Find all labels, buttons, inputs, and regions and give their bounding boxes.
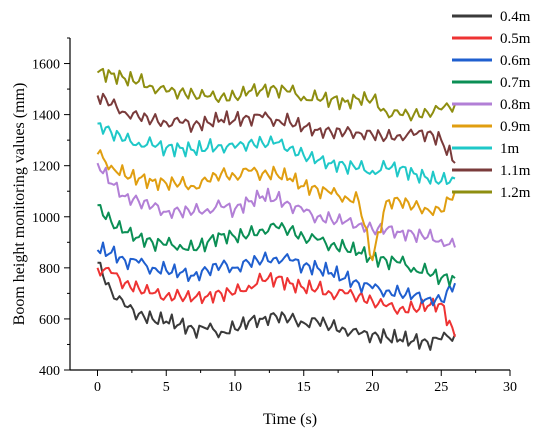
series-line-0-9m xyxy=(96,149,456,262)
x-tick-label: 5 xyxy=(163,380,170,395)
y-tick-label: 600 xyxy=(39,313,60,328)
y-axis-title: Boom height monitoring values (mm) xyxy=(11,83,28,326)
legend-label: 0.5m xyxy=(500,31,531,47)
series-line-1-2m xyxy=(96,67,456,122)
series-line-1-1m xyxy=(96,92,456,164)
legend-label: 1.1m xyxy=(500,163,531,179)
y-tick-label: 800 xyxy=(39,262,60,277)
y-tick-label: 1000 xyxy=(32,211,60,226)
y-tick-label: 1400 xyxy=(32,109,60,124)
x-tick-label: 20 xyxy=(366,380,380,395)
legend-label: 0.8m xyxy=(500,97,531,113)
legend-label: 0.6m xyxy=(500,53,531,69)
y-tick-label: 1200 xyxy=(32,160,60,175)
series-line-0-4m xyxy=(97,261,456,351)
legend-label: 0.4m xyxy=(500,9,531,25)
y-tick-label: 1600 xyxy=(32,58,60,73)
x-tick-label: 10 xyxy=(228,380,242,395)
series-line-0-5m xyxy=(96,266,456,338)
series-lines xyxy=(96,67,456,351)
series-line-0-8m xyxy=(96,162,456,248)
x-tick-label: 30 xyxy=(503,380,517,395)
series-line-0-7m xyxy=(97,204,456,287)
y-tick-label: 400 xyxy=(39,364,60,379)
legend-label: 1m xyxy=(500,141,520,157)
legend-label: 1.2m xyxy=(500,185,531,201)
x-axis-title: Time (s) xyxy=(263,411,317,428)
legend: 0.4m 0.5m 0.6m 0.7m 0.8m 0.9m 1m 1.1m 1.2m xyxy=(452,9,531,201)
legend-label: 0.7m xyxy=(500,75,531,91)
series-line-0-6m xyxy=(96,241,456,307)
x-tick-label: 0 xyxy=(94,380,101,395)
series-line-1m xyxy=(97,122,456,185)
axes: 0 5 10 15 20 25 30 400 600 800 1000 1200 1400 1600 xyxy=(32,37,517,395)
x-tick-label: 25 xyxy=(434,380,448,395)
x-tick-label: 15 xyxy=(297,380,311,395)
legend-label: 0.9m xyxy=(500,119,531,135)
